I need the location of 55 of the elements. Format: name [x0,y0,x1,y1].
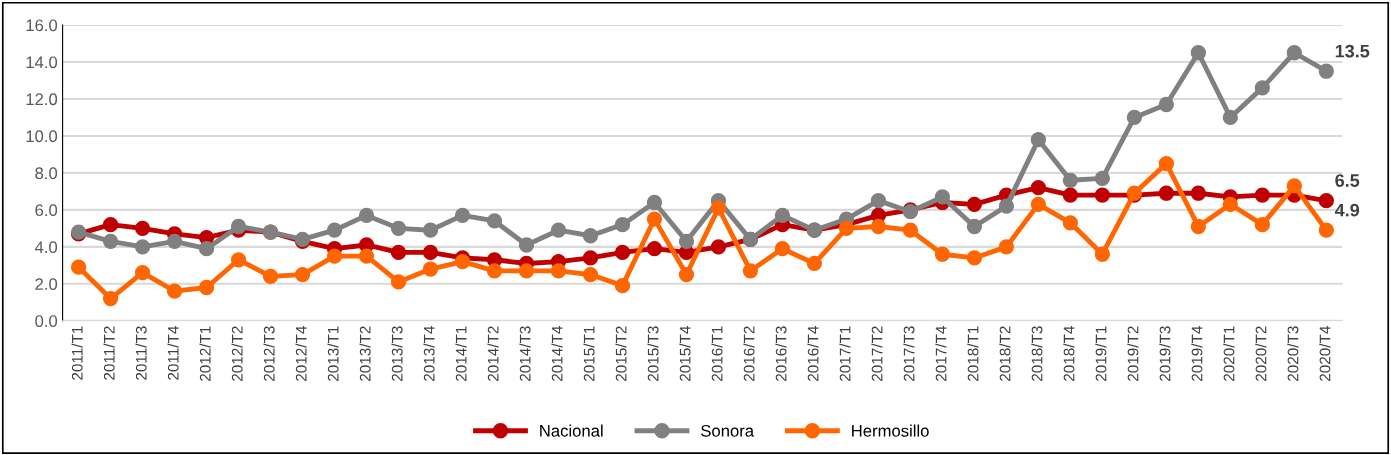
x-tick-label: 2014/T4 [551,326,563,381]
x-tick-label: 2012/T4 [295,326,307,381]
x-tick-label: 2014/T3 [519,326,531,381]
y-tick-label: 2.0 [35,278,58,291]
x-tick-label: 2016/T3 [775,326,787,381]
legend-label: Hermosillo [852,424,929,437]
x-tick-label: 2011/T4 [167,326,179,380]
y-tick-label: 12.0 [26,93,58,106]
x-tick-label: 2013/T3 [391,326,403,381]
data-label: 13.5 [1335,44,1370,58]
x-tick-label: 2018/T4 [1063,326,1075,381]
x-tick-label: 2015/T2 [615,326,627,381]
x-tick-label: 2011/T1 [71,326,83,380]
y-tick-label: 14.0 [26,56,58,69]
x-tick-label: 2013/T2 [359,326,371,381]
x-tick-label: 2018/T2 [999,326,1011,381]
x-tick-label: 2014/T2 [487,326,499,381]
x-tick-label: 2020/T3 [1287,326,1299,381]
legend-label: Nacional [540,424,603,437]
x-tick-label: 2019/T1 [1095,326,1107,381]
x-tick-label: 2016/T4 [807,326,819,381]
x-tick-label: 2019/T2 [1127,326,1139,381]
x-tick-label: 2020/T2 [1255,326,1267,381]
x-tick-label: 2013/T1 [327,326,339,381]
y-tick-label: 10.0 [26,130,58,143]
x-tick-label: 2011/T3 [135,326,147,380]
x-tick-label: 2020/T4 [1319,326,1331,381]
x-tick-label: 2011/T2 [103,326,115,380]
x-tick-label: 2017/T2 [871,326,883,381]
x-tick-label: 2018/T3 [1031,326,1043,381]
y-tick-label: 6.0 [35,204,58,217]
x-tick-label: 2012/T1 [199,326,211,381]
x-tick-label: 2018/T1 [967,326,979,381]
y-tick-label: 0.0 [35,315,58,327]
x-tick-label: 2019/T3 [1159,326,1171,381]
x-tick-label: 2019/T4 [1191,326,1203,381]
y-tick-label: 8.0 [35,167,58,180]
x-tick-label: 2014/T1 [455,326,467,381]
legend-label: Sonora [701,424,755,437]
x-tick-label: 2015/T1 [583,326,595,381]
y-tick-label: 4.0 [34,241,58,254]
x-tick-label: 2015/T3 [647,326,659,381]
x-tick-label: 2013/T4 [423,326,435,381]
x-tick-label: 2016/T2 [743,326,755,381]
x-tick-label: 2012/T3 [263,326,275,381]
data-label: 4.9 [1334,203,1360,217]
x-tick-label: 2017/T4 [935,326,947,381]
y-tick-label: 16.0 [26,19,58,32]
x-tick-label: 2020/T1 [1223,326,1235,381]
x-tick-label: 2017/T3 [903,326,915,381]
x-tick-label: 2012/T2 [231,326,243,381]
x-tick-label: 2017/T1 [839,326,851,381]
x-tick-label: 2015/T4 [679,326,691,381]
x-tick-label: 2016/T1 [711,326,723,381]
data-label: 6.5 [1335,174,1360,187]
